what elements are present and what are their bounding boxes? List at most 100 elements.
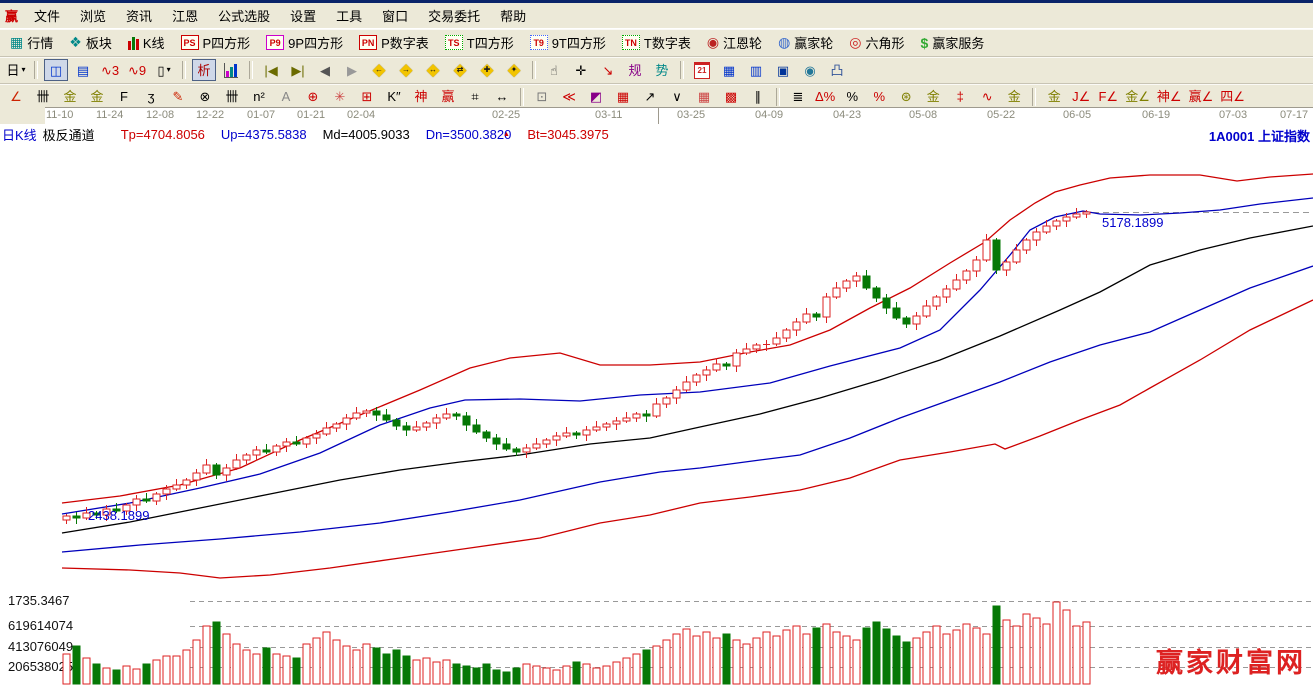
ruler123-tool[interactable]: ⌗	[463, 86, 487, 108]
comb-tool[interactable]: 卌	[31, 86, 55, 108]
win-angle-tool[interactable]: 赢∠	[1187, 86, 1216, 108]
shift-right-button[interactable]: ◆ →	[394, 59, 418, 81]
trend-arrow-tool[interactable]: ↗	[638, 86, 662, 108]
prev-page-button[interactable]: ◀	[313, 59, 337, 81]
last-page-button[interactable]: ▶|	[286, 59, 310, 81]
menu-item-10[interactable]: 帮助	[500, 9, 527, 24]
calendar-button[interactable]: 21	[690, 59, 714, 81]
next-page-button[interactable]: ▶	[340, 59, 364, 81]
menu-item-1[interactable]: 文件	[34, 9, 61, 24]
t-number-table-button[interactable]: TN T数字表	[616, 31, 697, 54]
zoom-in-button[interactable]: ◆ ✚	[475, 59, 499, 81]
volume-bar	[752, 637, 761, 685]
circle-ruler-tool[interactable]: ⊗	[193, 86, 217, 108]
period-day-button[interactable]: 日 ▾	[4, 59, 28, 81]
winner-service-button[interactable]: $ 赢家服务	[915, 31, 991, 54]
p-number-table-button[interactable]: PN P数字表	[353, 31, 435, 54]
ruler-comb-tool[interactable]: 卌	[220, 86, 244, 108]
v-wave-tool[interactable]: ∨	[665, 86, 689, 108]
gold-comb2-tool[interactable]: 金	[85, 86, 109, 108]
target-tool[interactable]: ⊕	[301, 86, 325, 108]
save-button[interactable]: ▣	[771, 59, 795, 81]
width-tool[interactable]: ↔	[490, 86, 514, 108]
box-tool[interactable]: ⊡	[530, 86, 554, 108]
angle-pencil-tool[interactable]: ∠	[4, 86, 28, 108]
volume-bar	[742, 643, 751, 685]
menu-item-2[interactable]: 浏览	[80, 9, 107, 24]
web-button[interactable]: ◉	[798, 59, 822, 81]
menu-item-8[interactable]: 窗口	[382, 9, 409, 24]
parallel-tool[interactable]: ∥	[746, 86, 770, 108]
chart-window-button[interactable]: ◫	[44, 59, 68, 81]
fan-box-tool[interactable]: ◩	[584, 86, 608, 108]
9t-square-button[interactable]: T9 9T四方形	[524, 31, 612, 54]
menu-item-4[interactable]: 江恩	[172, 9, 199, 24]
percent-retrace-tool[interactable]: Δ%	[813, 86, 837, 108]
red-grid-tool[interactable]: ▦	[692, 86, 716, 108]
wave-band-tool[interactable]: ∿	[975, 86, 999, 108]
indicator-window-button[interactable]: 析	[192, 59, 216, 81]
fan-tool[interactable]: ≪	[557, 86, 581, 108]
pencil-tool[interactable]: ✎	[166, 86, 190, 108]
gold-angle-tool[interactable]: 金∠	[1123, 86, 1152, 108]
9p-square-button[interactable]: P9 9P四方形	[260, 31, 349, 54]
mirror-tool[interactable]: A	[274, 86, 298, 108]
gold-level-tool[interactable]: 金	[921, 86, 945, 108]
expand-h-button[interactable]: ◆ ↔	[421, 59, 445, 81]
f-comb-tool[interactable]: F	[112, 86, 136, 108]
trendline-tool-button[interactable]: ↘	[596, 59, 620, 81]
hexagon-button[interactable]: ◎ 六角形	[843, 31, 910, 54]
pattern-tool-button[interactable]: 势	[650, 59, 674, 81]
blue-grid-tool[interactable]: ▩	[719, 86, 743, 108]
chip-tool[interactable]: ‡	[948, 86, 972, 108]
menu-item-5[interactable]: 公式选股	[218, 9, 271, 24]
volume-chart-button[interactable]	[219, 59, 243, 81]
crosshair-tool-button[interactable]: ✛	[569, 59, 593, 81]
gold-angle-ruler[interactable]: 金	[1042, 86, 1066, 108]
percent-tool[interactable]: %	[840, 86, 864, 108]
print-button[interactable]: 凸	[825, 59, 849, 81]
spiral-tool[interactable]: ʒ	[139, 86, 163, 108]
percent-line-tool[interactable]: %	[867, 86, 891, 108]
gann-wheel-button[interactable]: ◉ 江恩轮	[701, 31, 768, 54]
j-angle-tool[interactable]: J∠	[1069, 86, 1093, 108]
gann-box-tool-button[interactable]: 规	[623, 59, 647, 81]
si-angle-tool[interactable]: 四∠	[1218, 86, 1247, 108]
t-square-button[interactable]: TS T四方形	[439, 31, 520, 54]
starburst-tool[interactable]: ✳	[328, 86, 352, 108]
notes-button[interactable]: ▥	[744, 59, 768, 81]
winner-wheel-button[interactable]: ◍ 赢家轮	[772, 31, 839, 54]
menu-item-9[interactable]: 交易委托	[428, 9, 481, 24]
gold-comb-tool[interactable]: 金	[58, 86, 82, 108]
f-angle-tool[interactable]: F∠	[1096, 86, 1120, 108]
compress-h-button[interactable]: ◆ ⇄	[448, 59, 472, 81]
wave9-button[interactable]: ∿9	[125, 59, 149, 81]
menu-item-3[interactable]: 资讯	[126, 9, 153, 24]
first-page-button[interactable]: |◀	[259, 59, 283, 81]
gold-circle-tool[interactable]: ⊛	[894, 86, 918, 108]
menu-item-6[interactable]: 设置	[290, 9, 317, 24]
hand-tool-button[interactable]: ☝	[542, 59, 566, 81]
calculator-icon: ▦	[722, 62, 736, 78]
info-panel-button[interactable]: ▤	[71, 59, 95, 81]
menu-item-7[interactable]: 工具	[336, 9, 363, 24]
p-square-button[interactable]: PS P四方形	[175, 31, 257, 54]
shen-tool[interactable]: 神	[409, 86, 433, 108]
calculator-button[interactable]: ▦	[717, 59, 741, 81]
kline-button[interactable]: K线	[122, 31, 171, 54]
gold-wave-tool[interactable]: 金	[1002, 86, 1026, 108]
k-quote-tool[interactable]: K″	[382, 86, 406, 108]
grid-target-tool[interactable]: ⊞	[355, 86, 379, 108]
zoom-all-button[interactable]: ◆ ✦	[502, 59, 526, 81]
n-square-tool[interactable]: n²	[247, 86, 271, 108]
kline-chart-canvas[interactable]: 1735.3467 619614074 413076049 206538025 2438…	[0, 144, 1313, 685]
win-tool[interactable]: 赢	[436, 86, 460, 108]
quotes-button[interactable]: ▦ 行情	[4, 31, 59, 54]
candle-style-button[interactable]: ▯ ▾	[152, 59, 176, 81]
volume-profile-tool[interactable]: ≣	[786, 86, 810, 108]
wave3-button[interactable]: ∿3	[98, 59, 122, 81]
shift-left-button[interactable]: ◆ ←	[367, 59, 391, 81]
grid-box-tool[interactable]: ▦	[611, 86, 635, 108]
shen-angle-tool[interactable]: 神∠	[1155, 86, 1184, 108]
sectors-button[interactable]: ❖ 板块	[63, 31, 118, 54]
